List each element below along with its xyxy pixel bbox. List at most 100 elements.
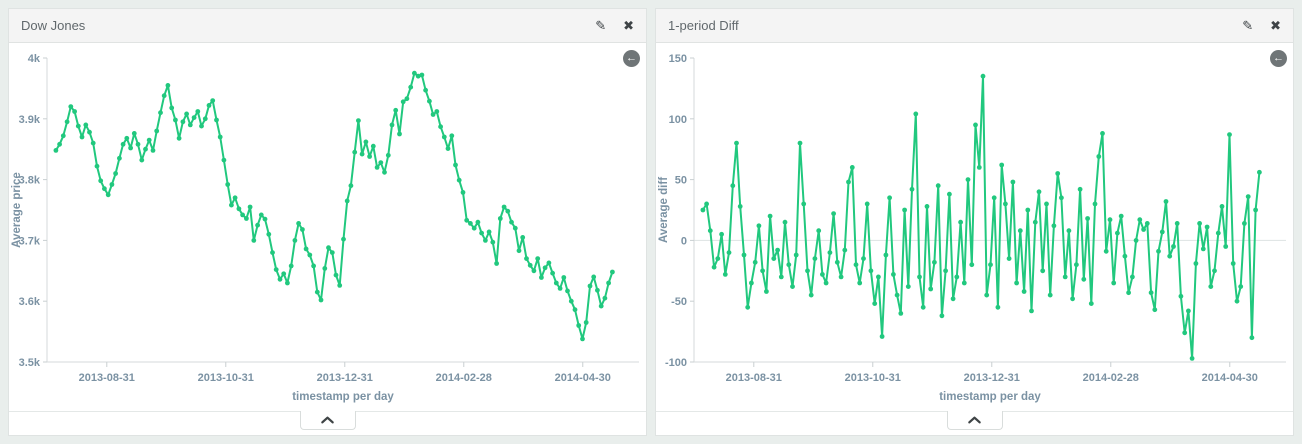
data-point[interactable] — [173, 117, 178, 123]
data-point[interactable] — [524, 256, 529, 261]
data-point[interactable] — [1204, 224, 1210, 230]
data-point[interactable] — [1014, 280, 1019, 286]
data-point[interactable] — [1234, 298, 1240, 304]
data-point[interactable] — [509, 219, 514, 225]
data-point[interactable] — [991, 195, 997, 201]
data-point[interactable] — [158, 110, 163, 116]
spy-toggle-button[interactable] — [946, 411, 1003, 430]
data-point[interactable] — [969, 262, 975, 268]
data-point[interactable] — [580, 336, 585, 342]
data-point[interactable] — [423, 87, 428, 93]
data-point[interactable] — [1163, 199, 1169, 204]
data-point[interactable] — [935, 183, 941, 189]
data-point[interactable] — [486, 229, 492, 235]
data-point[interactable] — [711, 264, 717, 270]
data-point[interactable] — [1144, 221, 1150, 226]
data-point[interactable] — [273, 267, 279, 272]
data-point[interactable] — [453, 162, 458, 168]
data-point[interactable] — [812, 256, 818, 261]
data-point[interactable] — [973, 122, 978, 128]
data-point[interactable] — [464, 217, 470, 223]
data-point[interactable] — [314, 289, 320, 295]
data-point[interactable] — [1010, 179, 1016, 185]
data-point[interactable] — [591, 274, 597, 280]
data-point[interactable] — [976, 165, 982, 170]
data-point[interactable] — [602, 295, 608, 301]
data-point[interactable] — [928, 286, 934, 292]
data-point[interactable] — [195, 109, 201, 114]
data-point[interactable] — [497, 216, 503, 221]
data-point[interactable] — [400, 99, 406, 105]
data-point[interactable] — [995, 304, 1001, 310]
data-point[interactable] — [300, 227, 305, 232]
data-point[interactable] — [161, 93, 167, 99]
data-point[interactable] — [494, 261, 499, 266]
data-point[interactable] — [404, 96, 410, 102]
data-point[interactable] — [427, 98, 432, 104]
close-icon[interactable]: ✖ — [1270, 18, 1281, 33]
data-point[interactable] — [1100, 131, 1105, 136]
data-point[interactable] — [704, 201, 709, 207]
data-point[interactable] — [505, 208, 511, 214]
data-point[interactable] — [764, 289, 769, 294]
data-point[interactable] — [191, 115, 197, 120]
data-point[interactable] — [542, 265, 548, 271]
data-point[interactable] — [468, 221, 473, 226]
data-point[interactable] — [236, 206, 242, 212]
data-point[interactable] — [337, 283, 343, 288]
data-point[interactable] — [333, 272, 339, 278]
data-point[interactable] — [838, 274, 844, 280]
data-point[interactable] — [120, 141, 126, 147]
data-point[interactable] — [53, 148, 59, 153]
data-point[interactable] — [471, 225, 477, 231]
data-point[interactable] — [1092, 201, 1098, 207]
data-point[interactable] — [576, 323, 582, 328]
data-point[interactable] — [782, 219, 788, 225]
data-point[interactable] — [90, 140, 96, 146]
data-point[interactable] — [501, 204, 507, 210]
data-point[interactable] — [131, 131, 137, 136]
data-point[interactable] — [221, 157, 227, 163]
data-point[interactable] — [913, 111, 919, 117]
data-point[interactable] — [1021, 289, 1027, 294]
close-icon[interactable]: ✖ — [623, 18, 634, 33]
data-point[interactable] — [778, 274, 784, 280]
data-point[interactable] — [954, 274, 960, 280]
data-point[interactable] — [143, 146, 148, 152]
data-point[interactable] — [820, 272, 825, 277]
data-point[interactable] — [329, 250, 335, 256]
data-point[interactable] — [344, 198, 350, 204]
data-point[interactable] — [1081, 276, 1087, 282]
data-point[interactable] — [1167, 253, 1173, 259]
data-point[interactable] — [285, 280, 290, 286]
data-point[interactable] — [790, 284, 795, 289]
data-point[interactable] — [961, 280, 967, 286]
data-point[interactable] — [726, 250, 732, 256]
data-point[interactable] — [1253, 207, 1258, 213]
data-point[interactable] — [1178, 293, 1184, 299]
data-point[interactable] — [206, 103, 212, 108]
data-point[interactable] — [876, 274, 881, 280]
data-point[interactable] — [561, 275, 567, 280]
data-point[interactable] — [760, 268, 765, 274]
data-point[interactable] — [348, 183, 354, 189]
data-point[interactable] — [87, 129, 92, 135]
data-point[interactable] — [146, 137, 152, 143]
data-point[interactable] — [225, 182, 231, 187]
data-point[interactable] — [801, 201, 807, 207]
data-point[interactable] — [210, 98, 216, 103]
data-point[interactable] — [715, 256, 721, 261]
data-point[interactable] — [214, 117, 219, 123]
data-point[interactable] — [872, 301, 878, 306]
data-point[interactable] — [154, 128, 160, 134]
data-point[interactable] — [483, 238, 488, 243]
data-point[interactable] — [1029, 308, 1034, 314]
data-point[interactable] — [1219, 204, 1225, 209]
data-point[interactable] — [894, 292, 900, 298]
spy-toggle-button[interactable] — [299, 411, 356, 430]
data-point[interactable] — [370, 143, 376, 149]
data-point[interactable] — [1096, 154, 1102, 159]
data-point[interactable] — [307, 252, 313, 258]
data-point[interactable] — [1126, 290, 1131, 296]
data-point[interactable] — [756, 223, 762, 229]
